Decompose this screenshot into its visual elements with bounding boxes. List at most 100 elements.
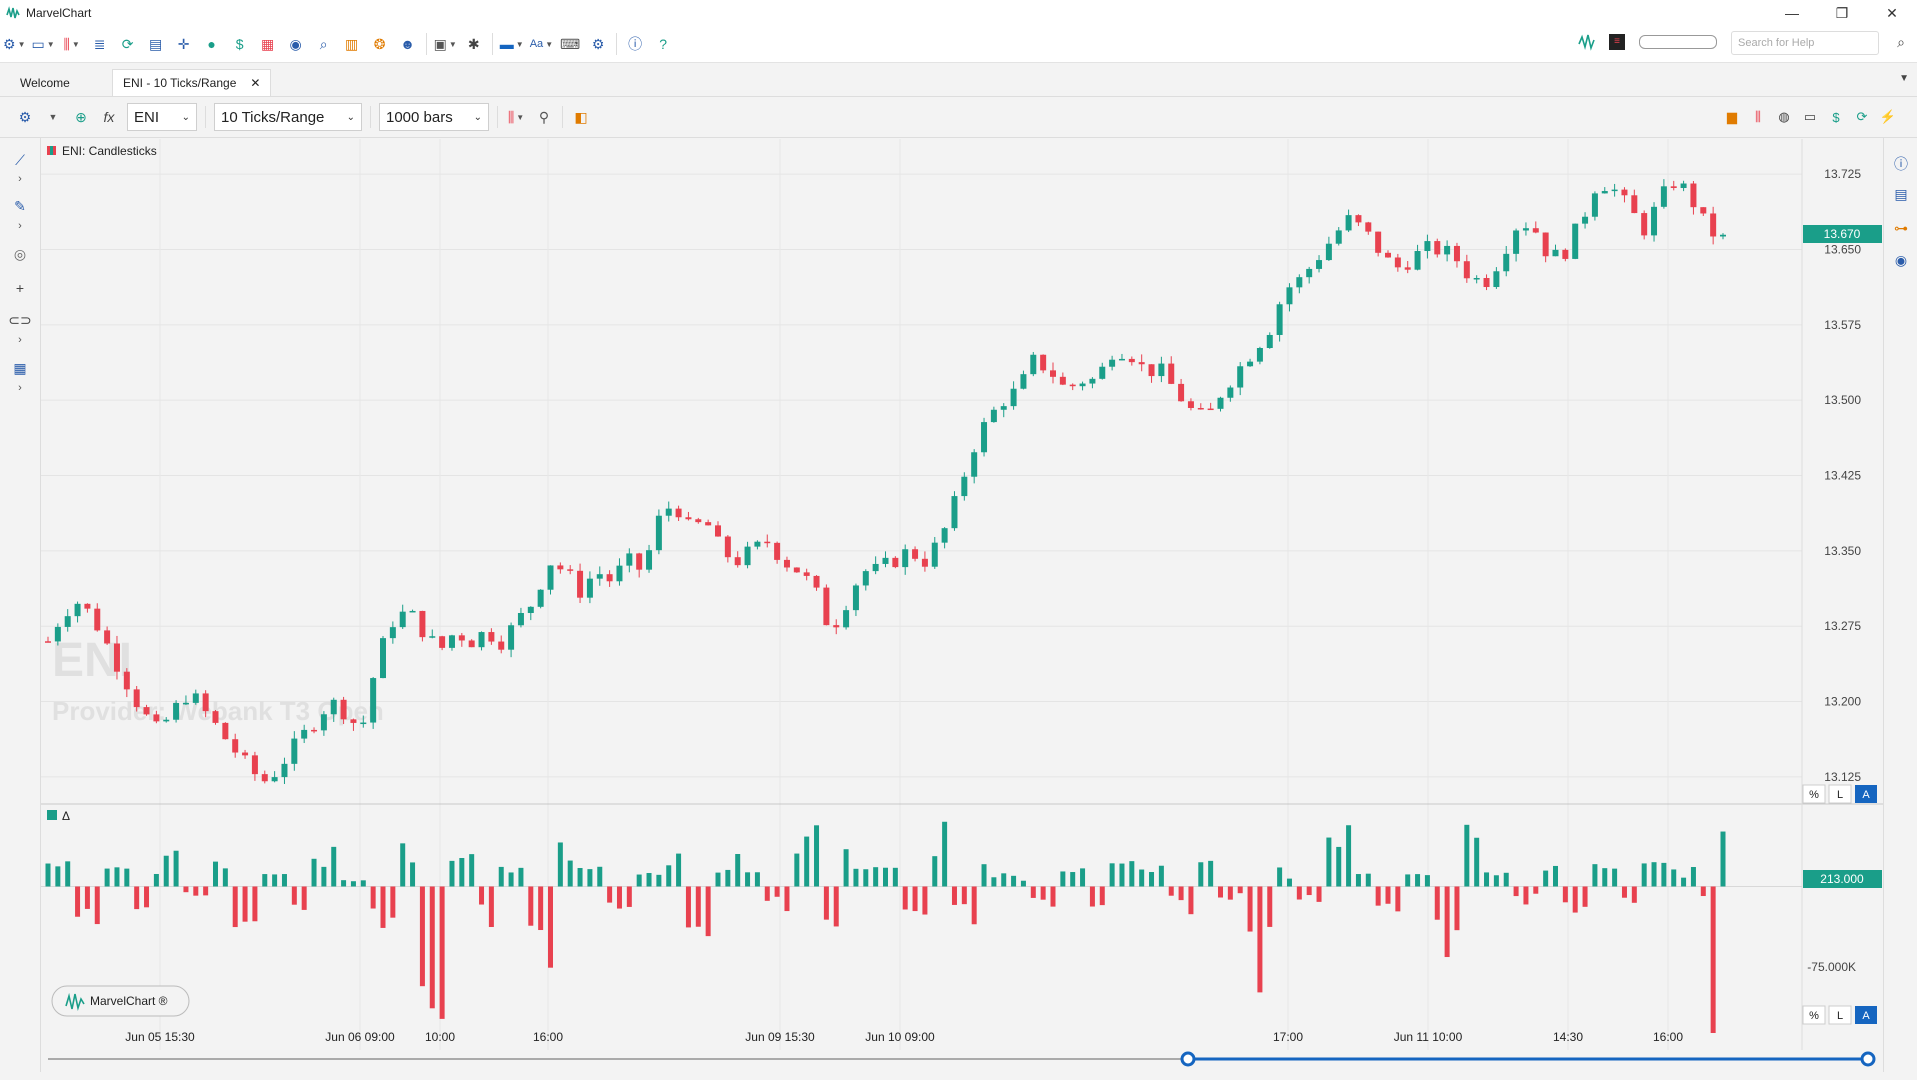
notes-icon[interactable]: ▤ [1894,186,1908,202]
delta-bar [75,886,81,917]
marvelchart-status-icon[interactable] [1577,32,1597,52]
help-icon[interactable]: ? [659,36,667,52]
link-icon[interactable]: ⊂⊃ [8,312,32,328]
delta-percent-button[interactable] [1802,1005,1826,1025]
flash-icon[interactable]: ⚡ [1879,109,1897,124]
expand-chevron-icon[interactable]: › [18,334,22,346]
expand-chevron-icon[interactable]: › [18,173,22,185]
candle [1651,206,1658,236]
chart-type-menu-icon[interactable]: ⫼ ▼ [63,35,80,52]
app-logo-icon [6,6,20,19]
globe-clock-icon[interactable]: ● [207,36,216,52]
delta-bar [1109,863,1115,887]
refresh-icon[interactable]: ⟳ [121,35,134,52]
price-legend: ENI: Candlesticks [62,144,157,158]
candle [754,541,761,547]
trend-lines-icon[interactable]: ⟋ [15,152,25,168]
auto-scale-button[interactable] [1855,785,1877,803]
delta-auto-button[interactable] [1855,1006,1877,1024]
pencil-icon[interactable]: ✎ [14,198,26,214]
delta-bar [65,861,71,887]
crosshair-icon[interactable]: ✛ [177,35,190,52]
replay-icon[interactable]: ⟳ [1856,109,1868,124]
dom-ladder-icon[interactable]: ⫼ [1755,109,1761,124]
document-icon[interactable]: ▤ [149,35,163,52]
scroll-left-handle[interactable] [1180,1051,1196,1067]
delta-bar [1543,870,1549,887]
candle [1227,387,1234,398]
tab-welcome[interactable]: Welcome [10,69,80,96]
order-icon[interactable]: ▭ [1803,109,1817,124]
candle [695,519,702,523]
mouse-icon[interactable]: ◍ [1778,109,1790,124]
trade-icon[interactable]: ▆ [1727,109,1737,124]
info-icon[interactable]: ⓘ [628,36,643,52]
chart-settings-icon[interactable]: ⚙ [18,108,32,125]
delta-log-button[interactable] [1828,1005,1852,1025]
close-window-button[interactable]: ✕ [1886,4,1898,21]
expand-chevron-icon[interactable]: › [18,220,22,232]
color-bars-icon[interactable]: ◧ [574,108,588,125]
fingerprint-icon[interactable]: ◎ [13,246,27,262]
crosshair-tool-icon[interactable]: + [15,280,25,296]
minimize-button[interactable]: — [1785,5,1799,21]
delta-bar [203,886,209,896]
dollar-icon[interactable]: $ [235,36,244,52]
restore-button[interactable]: ❐ [1835,4,1849,21]
hierarchy-icon[interactable]: ⊶ [1894,220,1908,236]
percent-scale-button[interactable] [1802,784,1826,804]
globe-icon[interactable]: ◉ [289,35,302,52]
table-icon[interactable]: ▥ [345,35,359,52]
candle [94,608,101,631]
globe-panel-icon[interactable]: ◉ [1894,252,1908,268]
theme-color-icon[interactable]: ▬ ▼ [499,36,524,52]
money-icon[interactable]: $ [1832,109,1840,125]
settings-dropdown-icon[interactable]: ▼ [48,112,58,122]
keyboard-icon[interactable]: ⌨ [560,35,581,52]
delta-bar [725,869,731,887]
delta-bar [163,855,169,887]
info-panel-icon[interactable]: ⓘ [1894,156,1908,172]
watermark-provider: Provider: Webank T3 Open [52,696,384,726]
chart-style-icon[interactable]: ⫼ ▼ [507,108,525,125]
delta-bar [607,886,613,903]
marvelchart-badge[interactable]: MarvelChart ® [51,985,190,1017]
monitor-menu-icon[interactable]: ▭ ▼ [31,35,55,52]
log-scale-button[interactable] [1828,784,1852,804]
interval-select[interactable]: 10 Ticks/Range ⌄ [214,103,362,131]
alerts-icon[interactable]: ❂ [373,35,386,52]
font-size-icon[interactable]: Aa ▼ [529,38,554,50]
formula-icon[interactable]: fx [103,109,115,125]
tabs-overflow-icon[interactable]: ▼ [1899,73,1909,84]
delta-bar [94,886,100,925]
workspace-menu-icon[interactable]: ⚙ ▼ [3,35,26,52]
close-tab-icon[interactable]: ✕ [250,76,261,90]
candle [685,517,692,520]
template-icon[interactable]: ⚲ [538,108,550,125]
candle [941,528,948,543]
delta-bar [1011,875,1017,887]
symbol-select[interactable]: ENI ⌄ [127,103,197,131]
scanner-icon[interactable]: ⌕ [319,35,328,52]
calendar-icon[interactable]: ▦ [261,35,275,52]
bug-icon[interactable]: ✱ [467,35,480,52]
search-icon[interactable]: ⌕ [1897,34,1905,50]
time-axis-label: Jun 10 09:00 [865,1030,935,1044]
expand-chevron-icon[interactable]: › [18,382,22,394]
dom-icon[interactable]: ≣ [93,35,106,52]
grid-icon[interactable]: ▦ [13,360,27,376]
calculator-menu-icon[interactable]: ▣ ▼ [433,35,457,52]
delta-bar [183,886,189,893]
tab-eni-chart[interactable]: ENI - 10 Ticks/Range ✕ [112,69,272,96]
scroll-right-handle[interactable] [1860,1051,1876,1067]
delta-bar [1178,886,1184,901]
add-indicator-icon[interactable]: ⊕ [75,108,87,125]
bars-select[interactable]: 1000 bars ⌄ [379,103,489,131]
user-icon[interactable]: ☻ [400,36,415,52]
help-search-input[interactable]: Search for Help [1731,31,1879,55]
candle [1582,216,1589,224]
settings-gear-icon[interactable]: ⚙ [591,35,605,52]
terminal-icon[interactable]: ≡ [1609,34,1625,50]
candle [1256,348,1263,362]
